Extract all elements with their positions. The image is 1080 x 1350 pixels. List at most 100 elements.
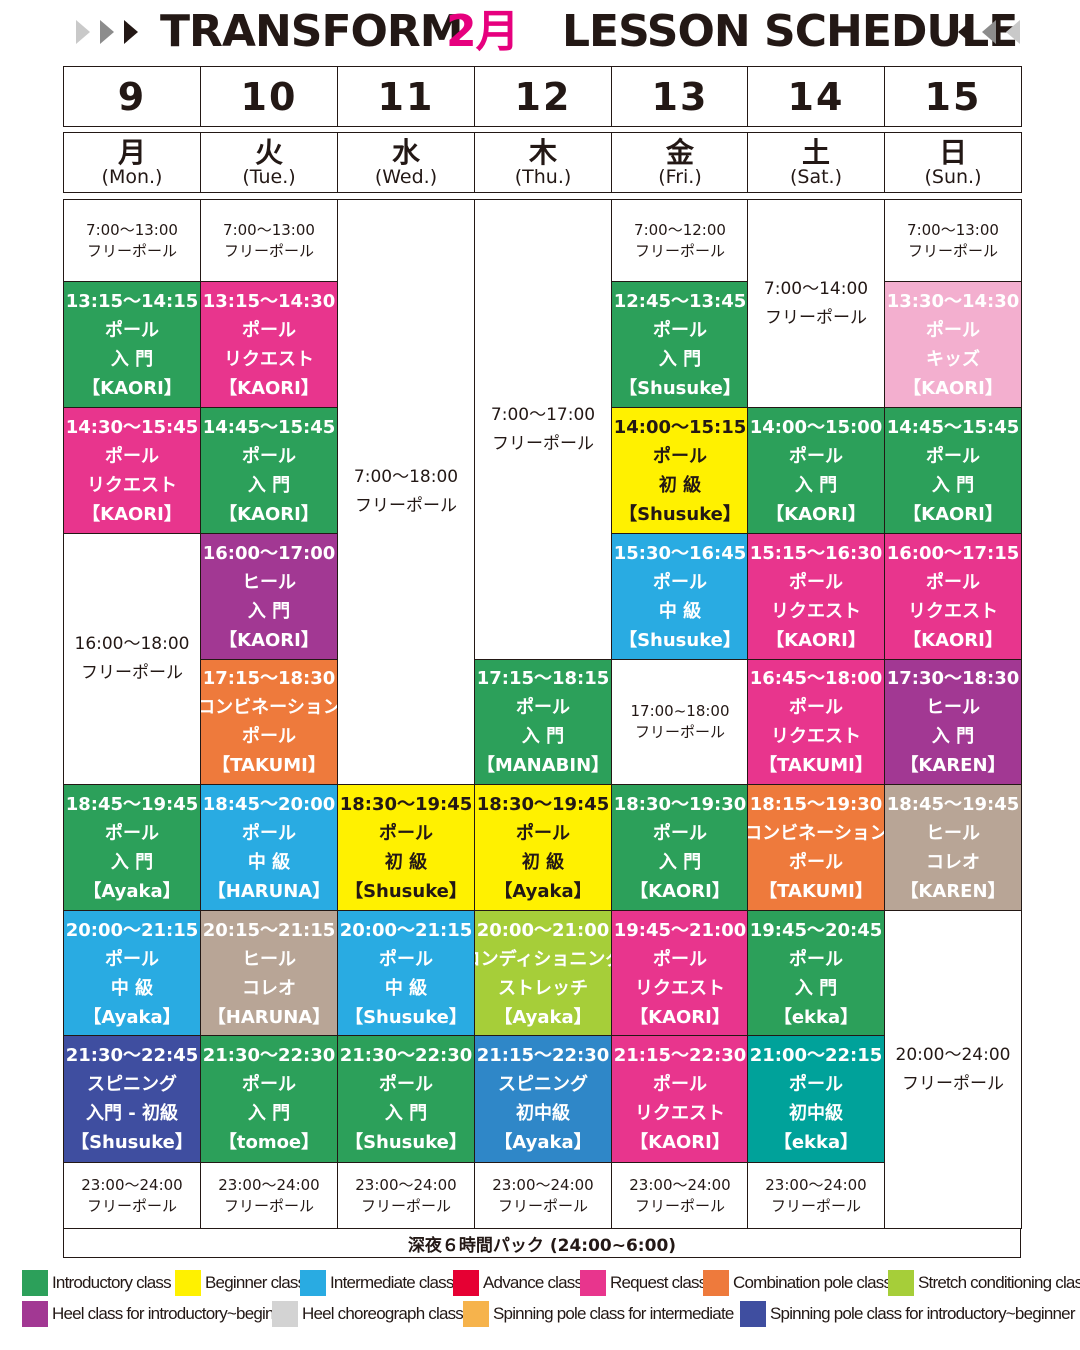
slot-level: リクエスト <box>771 726 861 747</box>
slot-instructor: 【Shusuke】 <box>71 1132 193 1153</box>
lesson-slot: 14:00〜15:00 ポール入 門【KAORI】 <box>747 407 885 534</box>
slot-time: 18:45〜19:45 <box>886 793 1020 815</box>
weekday-kanji: 日 <box>938 135 967 169</box>
slot-time: 13:15〜14:15 <box>65 290 199 312</box>
title-month: 2月 <box>446 6 520 57</box>
slot-level: リクエスト <box>635 977 725 999</box>
slot-instructor: 【MANABIN】 <box>476 755 610 776</box>
slot-category: ポール <box>379 948 433 970</box>
slot-category: ポール <box>653 1074 707 1095</box>
lesson-slot: 14:45〜15:45 ポール入 門【KAORI】 <box>884 407 1022 534</box>
slot-time: 16:00〜17:15 <box>886 542 1020 564</box>
slot-instructor: 【KAORI】 <box>903 377 1003 399</box>
slot-label: フリーポール <box>223 1196 314 1215</box>
slot-time: 7:00〜18:00 <box>353 467 459 487</box>
slot-label: フリーポール <box>902 1073 1004 1094</box>
slot-category: ポール <box>653 571 707 593</box>
lesson-slot: 20:00〜21:15 ポール中 級【Ayaka】 <box>63 910 201 1037</box>
slot-instructor: 【Shusuke】 <box>345 880 467 902</box>
slot-level: 入 門 <box>521 726 565 747</box>
date-number: 14 <box>787 74 845 119</box>
date-cell: 13 <box>611 66 749 127</box>
slot-instructor: 【KAORI】 <box>219 377 319 399</box>
slot-instructor: 【KAREN】 <box>900 755 1006 776</box>
slot-category: ポール <box>653 319 707 341</box>
slot-level: 入 門 <box>247 474 291 496</box>
legend-swatch <box>22 1301 48 1327</box>
slot-level: コレオ <box>242 977 296 999</box>
slot-level: ポール <box>789 851 843 873</box>
legend-swatch <box>272 1301 298 1327</box>
slot-time: 17:15〜18:30 <box>202 668 336 689</box>
slot-time: 20:00〜21:15 <box>339 919 473 941</box>
weekday-english: (Thu.) <box>514 165 572 188</box>
slot-category: ポール <box>242 1074 296 1095</box>
slot-level: 初 級 <box>658 474 702 496</box>
date-cell: 9 <box>63 66 201 127</box>
slot-instructor: 【KAORI】 <box>766 503 866 525</box>
lesson-slot: 17:30〜18:30 ヒール入 門【KAREN】 <box>884 659 1022 785</box>
slot-level: 入 門 <box>794 977 838 999</box>
lesson-slot: 21:15〜22:30 スピニング 初中級 【Ayaka】 <box>474 1035 612 1163</box>
slot-level: 中 級 <box>110 977 154 999</box>
slot-level: ストレッチ <box>498 977 588 999</box>
lesson-slot: 17:15〜18:30 コンビネーション ポール 【TAKUMI】 <box>200 659 338 785</box>
legend-item: Request class <box>580 1270 707 1296</box>
slot-time: 16:45〜18:00 <box>749 668 883 689</box>
slot-level: 初 級 <box>521 851 565 873</box>
legend-label: Spinning pole class for intermediate <box>493 1304 734 1323</box>
slot-category: ヒール <box>242 948 296 970</box>
weekday-kanji: 水 <box>391 135 420 169</box>
lesson-slot: 21:30〜22:45 スピニング 入門 - 初級 【Shusuke】 <box>63 1035 201 1163</box>
slot-instructor: 【HARUNA】 <box>207 880 331 902</box>
free-pole-slot: 23:00〜24:00 フリーポール <box>200 1162 338 1229</box>
slot-time: 7:00〜13:00 <box>907 220 999 239</box>
slot-instructor: 【KAORI】 <box>903 503 1003 525</box>
slot-category: ポール <box>789 697 843 718</box>
slot-instructor: 【HARUNA】 <box>207 1006 331 1028</box>
legend-swatch <box>300 1270 326 1296</box>
date-number: 11 <box>377 74 435 119</box>
slot-time: 17:15〜18:15 <box>476 668 610 689</box>
slot-instructor: 【Ayaka】 <box>83 880 181 902</box>
legend-swatch <box>740 1301 766 1327</box>
slot-instructor: 【KAORI】 <box>219 503 319 525</box>
lesson-slot: 20:00〜21:15 ポール中 級【Shusuke】 <box>337 910 475 1037</box>
arrow-left-icon <box>1006 20 1020 44</box>
lesson-slot: 13:30〜14:30 ポール キッズ 【KAORI】 <box>884 281 1022 408</box>
slot-category: ポール <box>926 319 980 341</box>
late-night-pack: 深夜６時間パック (24:00~6:00) <box>63 1228 1021 1258</box>
date-number: 12 <box>514 74 572 119</box>
slot-time: 17:30〜18:30 <box>886 668 1020 689</box>
legend-item: Heel choreograph class <box>272 1301 464 1327</box>
weekday-english: (Wed.) <box>374 165 438 188</box>
slot-level: 入 門 <box>110 348 154 370</box>
legend-item: Heel class for introductory~beginner <box>22 1301 297 1327</box>
slot-level: リクエスト <box>771 600 861 622</box>
legend-label: Introductory class <box>52 1273 172 1292</box>
slot-level: 入 門 <box>794 474 838 496</box>
slot-category: ポール <box>516 822 570 844</box>
slot-time: 16:00〜17:00 <box>202 542 336 564</box>
slot-label: フリーポール <box>492 433 594 454</box>
slot-time: 13:15〜14:30 <box>202 290 336 312</box>
slot-label: フリーポール <box>86 1196 177 1215</box>
slot-category: スピニング <box>87 1074 177 1095</box>
weekday-english: (Sat.) <box>789 165 843 188</box>
legend-swatch <box>888 1270 914 1296</box>
free-pole-slot: 7:00〜13:00 フリーポール <box>200 199 338 282</box>
slot-label: フリーポール <box>634 723 725 741</box>
lesson-slot: 21:30〜22:30 ポール入 門【tomoe】 <box>200 1035 338 1163</box>
legend-item: Combination pole class <box>703 1270 892 1296</box>
slot-time: 23:00〜24:00 <box>629 1175 731 1194</box>
slot-level: ポール <box>242 726 296 747</box>
slot-instructor: 【Ayaka】 <box>83 1006 181 1028</box>
lesson-slot: 13:15〜14:15 ポール入 門【KAORI】 <box>63 281 201 408</box>
slot-instructor: 【Shusuke】 <box>619 629 741 651</box>
slot-level: 入 門 <box>931 726 975 747</box>
free-pole-slot: 17:00~18:00 フリーポール <box>611 659 749 785</box>
weekday-kanji: 月 <box>117 135 146 169</box>
free-pole-slot: 7:00〜14:00 フリーポール <box>747 199 885 408</box>
slot-time: 14:00〜15:15 <box>613 416 747 438</box>
slot-time: 13:30〜14:30 <box>886 290 1020 312</box>
